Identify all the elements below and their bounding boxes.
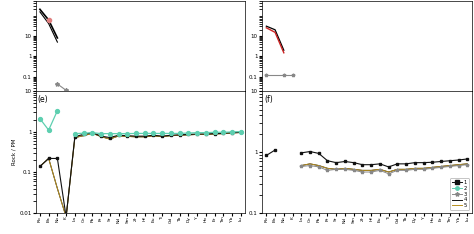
Y-axis label: Rock / PM: Rock / PM (11, 139, 17, 165)
Legend: 1, 2, 3, 4, 5: 1, 2, 3, 4, 5 (450, 178, 469, 210)
Text: (e): (e) (37, 95, 48, 104)
Text: (f): (f) (264, 95, 273, 104)
